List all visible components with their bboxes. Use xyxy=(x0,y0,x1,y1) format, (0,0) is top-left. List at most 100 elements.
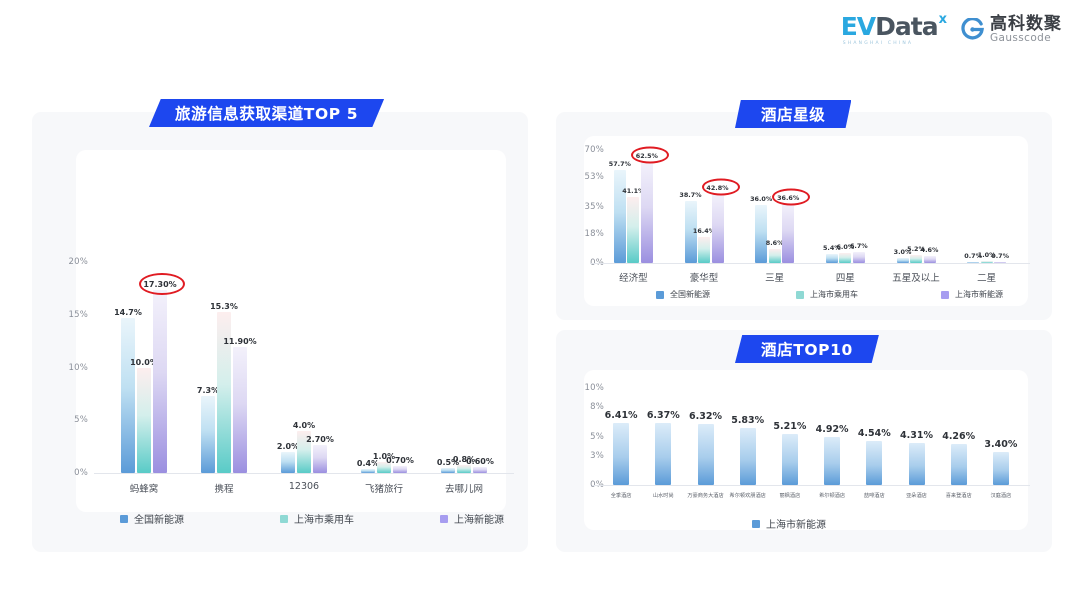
bar xyxy=(473,466,487,473)
bar-value-label: 6.41% xyxy=(604,409,638,421)
evdata-logo-tagline: SHANGHAI CHINA xyxy=(842,41,914,46)
bar xyxy=(839,253,852,263)
x-axis-label: 飞猪旅行 xyxy=(364,484,404,495)
bar xyxy=(627,196,640,263)
bar-value-label: 0.4% xyxy=(356,458,380,468)
x-axis-line xyxy=(94,473,514,474)
x-axis-label: 五星及以上 xyxy=(892,273,940,284)
bar-value-label: 3.0% xyxy=(893,248,912,257)
x-axis-label: 经济型 xyxy=(619,273,648,284)
bar xyxy=(908,443,925,485)
bar-value-label: 15.3% xyxy=(210,301,238,311)
bar-value-label: 57.7% xyxy=(608,159,631,168)
y-axis-tick: 10% xyxy=(68,362,88,373)
x-axis-line xyxy=(590,263,1030,264)
bar-value-label: 2.0% xyxy=(276,441,300,451)
x-axis-label: 丽枫酒店 xyxy=(779,493,801,499)
bar xyxy=(923,255,936,263)
panel-hotel-star-level: 0% 18% 35% 53% 70% 57.7% 41.1% 62.5% 经济型 38.7% 16.… xyxy=(556,112,1052,320)
bar-value-label: 6.7% xyxy=(849,242,868,251)
legend-label: 上海市新能源 xyxy=(766,520,826,531)
bar xyxy=(684,200,697,263)
bar xyxy=(121,317,135,473)
bar xyxy=(233,347,247,473)
bar xyxy=(910,254,922,263)
bar xyxy=(950,443,967,485)
legend-item[interactable]: 全国新能源 xyxy=(120,511,184,526)
bar-value-label: 3.40% xyxy=(984,439,1018,451)
x-axis-label: 蚂蜂窝 xyxy=(129,484,159,495)
bar xyxy=(640,162,653,263)
legend-item[interactable]: 上海新能源 xyxy=(440,511,504,526)
bar-value-label: 42.8% xyxy=(706,183,729,192)
bar-value-label: 0.8% xyxy=(452,454,476,464)
y-axis-tick: 5% xyxy=(590,431,604,442)
plot-hotel-star-level: 0% 18% 35% 53% 70% 57.7% 41.1% 62.5% 经济型 38.7% 16.… xyxy=(556,112,1052,320)
bar-value-label: 0.7% xyxy=(991,251,1010,260)
evdata-logo-ev: EV xyxy=(840,12,876,41)
legend-swatch xyxy=(752,519,760,528)
y-axis-tick: 3% xyxy=(590,450,604,461)
bar-value-label: 1.0% xyxy=(977,251,996,260)
bar xyxy=(137,367,151,473)
panel-travel-channels: 0% 5% 10% 15% 20% 14.7% 10.0% 17.30% 蚂蜂窝 7.3% 15.3… xyxy=(32,112,528,552)
x-axis-label: 汉庭酒店 xyxy=(990,493,1012,499)
y-axis-tick: 0% xyxy=(74,468,88,478)
legend-item[interactable]: 上海市新能源 xyxy=(752,516,826,531)
bar xyxy=(896,258,909,263)
legend-swatch xyxy=(280,514,288,523)
bar xyxy=(994,261,1007,263)
x-axis-label: 全季酒店 xyxy=(610,493,632,499)
y-axis-tick: 8% xyxy=(590,402,604,413)
bar xyxy=(697,423,714,485)
bar-value-label: 1.0% xyxy=(372,452,396,462)
bar-value-label: 17.30% xyxy=(143,280,177,290)
bar-value-label: 0.7% xyxy=(964,251,983,260)
x-axis-label: 希尔顿欢朋酒店 xyxy=(729,493,766,499)
legend-swatch xyxy=(796,290,804,299)
y-axis-tick: 70% xyxy=(584,145,604,155)
plot-travel-channels: 0% 5% 10% 15% 20% 14.7% 10.0% 17.30% 蚂蜂窝 7.3% 15.3… xyxy=(32,112,528,552)
bar-value-label: 0.5% xyxy=(436,457,460,467)
legend-label: 上海市乘用车 xyxy=(810,290,858,299)
legend-item[interactable]: 上海市新能源 xyxy=(941,289,1003,300)
x-axis-label: 希尔顿酒店 xyxy=(819,493,846,499)
bar-value-label: 62.5% xyxy=(635,152,658,161)
x-axis-label: 亚朵酒店 xyxy=(906,493,927,499)
bar xyxy=(755,204,768,263)
x-axis-label: 12306 xyxy=(288,481,320,492)
bar-value-label: 2.70% xyxy=(306,434,334,444)
y-axis-tick: 18% xyxy=(584,228,604,239)
bar-value-label: 6.32% xyxy=(689,410,722,422)
panel-hotel-top10: 0% 3% 5% 8% 10% 6.41% 全季酒店 6.37% 山水时尚 6.32% 万豪商务大酒… xyxy=(556,330,1052,552)
x-axis-label: 去哪儿网 xyxy=(444,484,484,495)
x-axis-label: 万豪商务大酒店 xyxy=(687,493,724,499)
gausscode-logo: 高科数聚 Gausscode xyxy=(961,15,1062,45)
brand-logos: EV Data x SHANGHAI CHINA 高科数聚 Gausscode xyxy=(840,12,1062,46)
legend-item[interactable]: 全国新能源 xyxy=(656,289,710,300)
bar-value-label: 0.70% xyxy=(386,455,414,465)
x-axis-label: 二星 xyxy=(977,273,997,284)
bar-value-label: 41.1% xyxy=(622,186,645,195)
legend-swatch xyxy=(941,290,949,299)
legend-label: 上海新能源 xyxy=(454,515,504,526)
bar xyxy=(825,254,838,263)
bar xyxy=(361,468,375,473)
gausscode-name-en: Gausscode xyxy=(990,32,1052,45)
y-axis-tick: 20% xyxy=(68,257,88,267)
bar xyxy=(457,464,471,473)
legend-item[interactable]: 上海市乘用车 xyxy=(796,289,858,300)
y-axis-tick: 10% xyxy=(584,383,604,393)
bar-value-label: 4.26% xyxy=(942,430,976,442)
bar xyxy=(980,261,993,263)
legend-item[interactable]: 上海市乘用车 xyxy=(280,511,354,526)
x-axis-label: 喆啡酒店 xyxy=(863,493,885,499)
bar xyxy=(201,395,215,473)
y-axis-tick: 53% xyxy=(584,172,604,183)
bar-value-label: 5.83% xyxy=(731,415,765,427)
bar xyxy=(313,444,327,473)
evdata-logo: EV Data x SHANGHAI CHINA xyxy=(840,12,947,46)
bar-value-label: 11.90% xyxy=(223,337,257,347)
legend-label: 上海市乘用车 xyxy=(294,515,354,526)
